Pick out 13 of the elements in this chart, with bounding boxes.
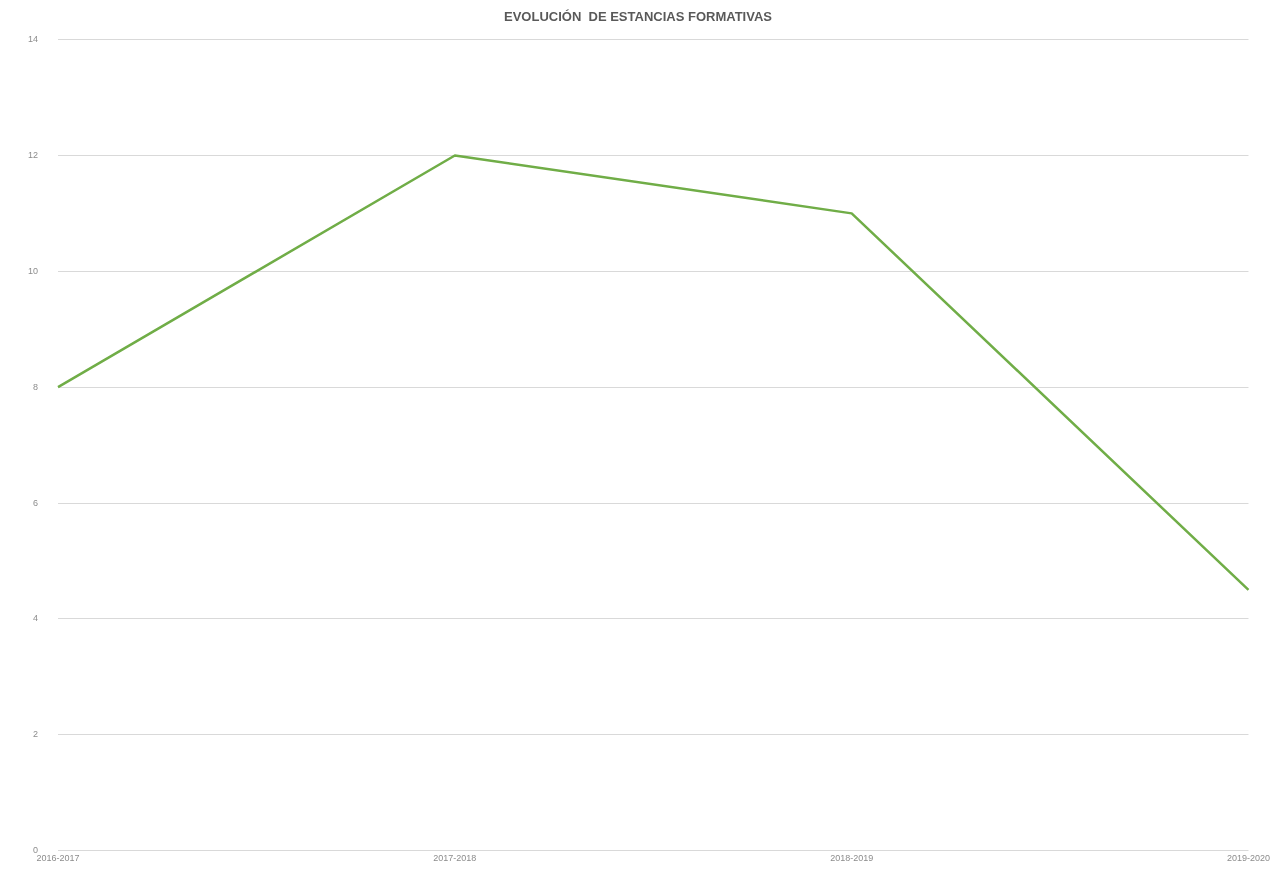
y-tick-label: 8: [33, 381, 39, 392]
y-tick-label: 10: [28, 265, 39, 276]
y-tick-label: 4: [33, 613, 39, 624]
chart-title: EVOLUCIÓN DE ESTANCIAS FORMATIVAS: [504, 9, 773, 25]
y-tick-label: 6: [33, 497, 39, 508]
y-tick-label: 14: [28, 34, 39, 45]
x-tick-label: 2018-2019: [830, 853, 874, 864]
y-tick-label: 0: [33, 845, 39, 856]
x-tick-label: 2019-2020: [1226, 853, 1270, 864]
y-tick-label: 12: [28, 149, 39, 160]
x-tick-label: 2016-2017: [36, 853, 80, 864]
y-tick-label: 2: [33, 729, 39, 740]
x-tick-label: 2017-2018: [433, 853, 477, 864]
